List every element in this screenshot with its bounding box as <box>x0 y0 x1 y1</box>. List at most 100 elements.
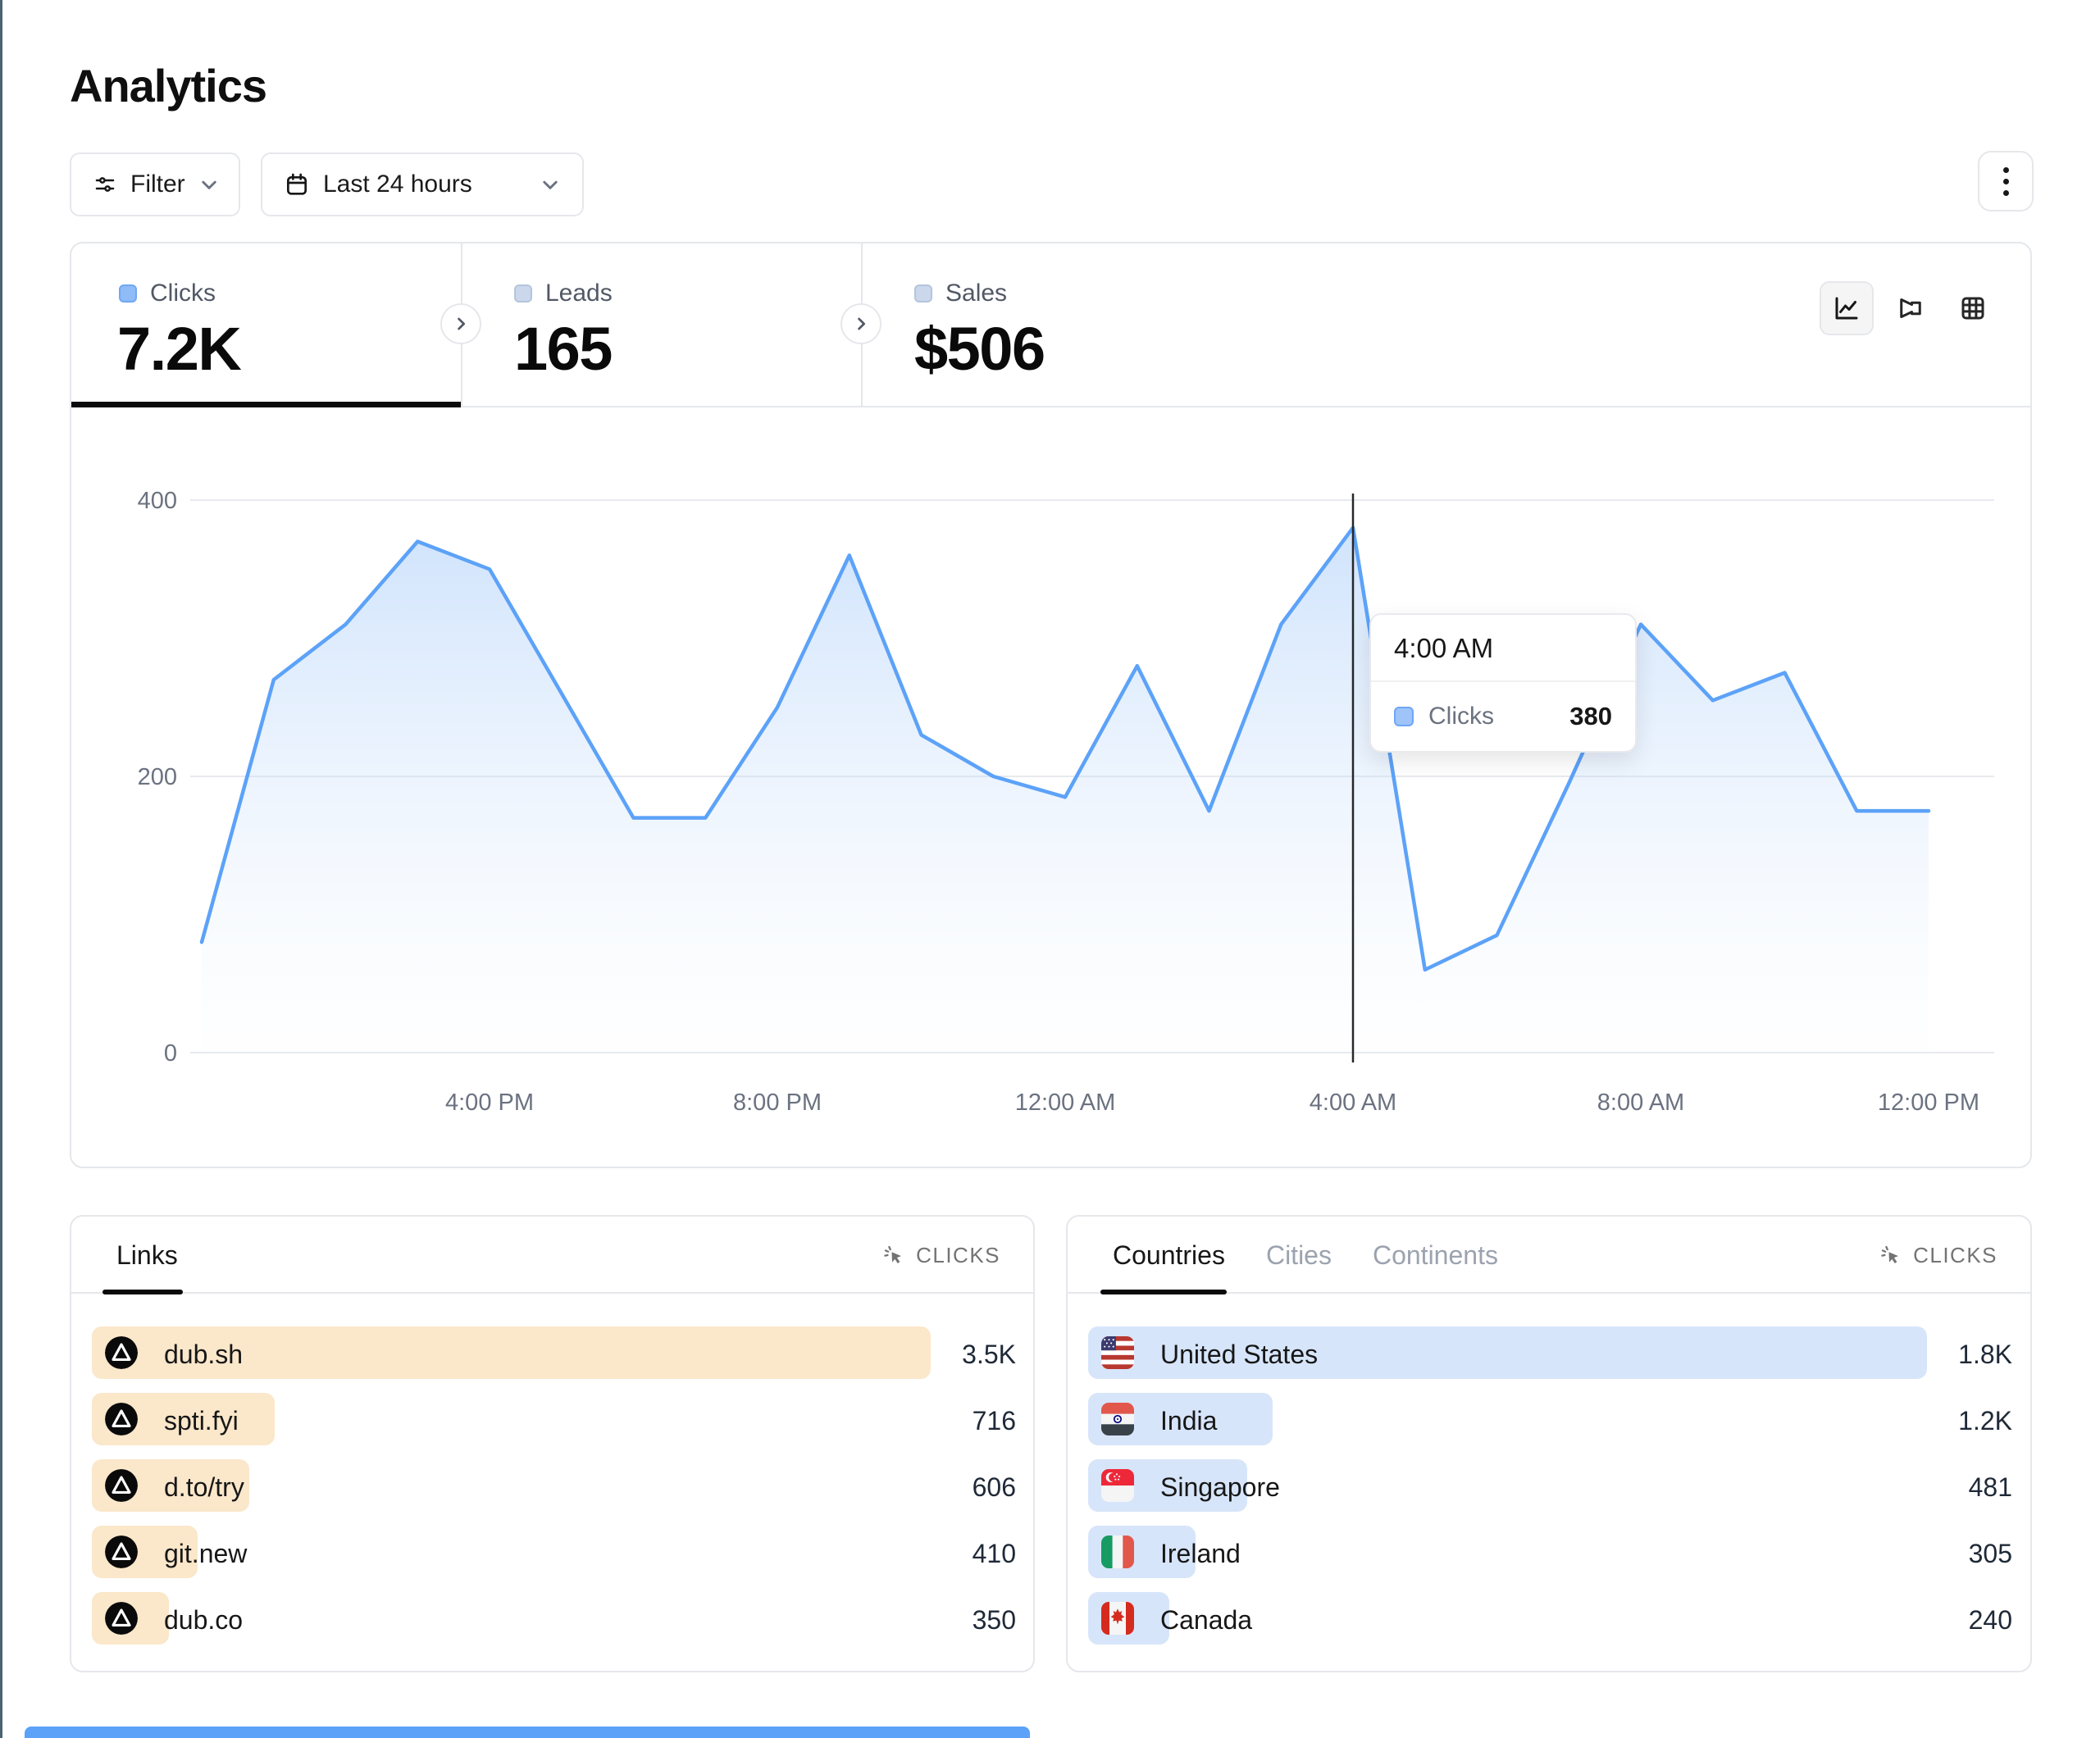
leads-label: Leads <box>545 280 613 307</box>
x-axis-tick-label: 4:00 PM <box>445 1090 534 1116</box>
x-axis-tick-label: 4:00 AM <box>1310 1090 1396 1116</box>
link-label: d.to/try <box>164 1472 244 1502</box>
sales-label: Sales <box>945 280 1008 307</box>
line-chart-icon <box>1835 297 1858 320</box>
link-bar <box>92 1326 931 1379</box>
country-clicks-value: 305 <box>1968 1539 2012 1568</box>
tab-leads[interactable]: Leads 165 <box>462 243 861 406</box>
tooltip-series-swatch <box>1394 707 1414 726</box>
link-favicon-icon <box>105 1403 138 1435</box>
countries-metric-label: CLICKS <box>1913 1242 1998 1267</box>
kebab-dot <box>2002 166 2009 173</box>
countries-sort-by-clicks[interactable]: CLICKS <box>1879 1217 1998 1294</box>
date-range-button[interactable]: Last 24 hours <box>261 152 584 216</box>
funnel-icon <box>1900 298 1921 318</box>
country-flag-icon <box>1101 1403 1134 1435</box>
tab-links[interactable]: Links <box>116 1240 178 1270</box>
link-clicks-value: 606 <box>972 1472 1016 1502</box>
x-axis-tick-label: 8:00 PM <box>733 1090 822 1116</box>
country-row[interactable]: India 1.2K <box>1088 1386 2012 1453</box>
tooltip-time: 4:00 AM <box>1371 615 1635 682</box>
links-panel: Links CLICKS dub.sh 3.5K spti.fyi 716 d.to/t… <box>70 1215 1035 1672</box>
country-bar <box>1088 1326 1927 1379</box>
country-clicks-value: 1.2K <box>1958 1406 2012 1435</box>
stat-next-button[interactable] <box>440 303 481 344</box>
active-tab-underline <box>102 1290 183 1294</box>
tab-cities[interactable]: Cities <box>1265 1240 1332 1270</box>
country-label: India <box>1160 1406 1218 1435</box>
line-chart-view-button[interactable] <box>1820 281 1874 335</box>
link-favicon-icon <box>105 1336 138 1369</box>
y-axis-tick-label: 0 <box>164 1040 177 1067</box>
clicks-legend-swatch <box>119 284 137 303</box>
link-favicon-icon <box>105 1536 138 1568</box>
link-clicks-value: 410 <box>972 1539 1016 1568</box>
chevron-down-icon <box>540 174 561 195</box>
tooltip-series-label: Clicks <box>1428 703 1494 730</box>
country-row[interactable]: Canada 240 <box>1088 1586 2012 1652</box>
tab-countries[interactable]: Countries <box>1113 1240 1225 1270</box>
country-clicks-value: 481 <box>1968 1472 2012 1502</box>
country-clicks-value: 1.8K <box>1958 1340 2012 1369</box>
left-edge-accent <box>0 0 2 1738</box>
y-axis-tick-label: 400 <box>138 488 177 514</box>
stat-next-button[interactable] <box>840 303 881 344</box>
x-axis-tick-label: 8:00 AM <box>1597 1090 1684 1116</box>
date-range-label: Last 24 hours <box>323 171 472 198</box>
links-list: dub.sh 3.5K spti.fyi 716 d.to/try 606 git.new 4… <box>92 1320 1016 1652</box>
countries-list: United States 1.8K India 1.2K Singapore 481 Ir… <box>1088 1320 2012 1652</box>
link-row[interactable]: spti.fyi 716 <box>92 1386 1016 1453</box>
page-title: Analytics <box>70 60 267 111</box>
clicks-area-chart[interactable]: 0 200 400 4:00 PM 8:00 PM 12:00 AM 4:00 AM 8:00… <box>84 461 2019 1117</box>
country-row[interactable]: Singapore 481 <box>1088 1453 2012 1519</box>
filter-icon <box>93 172 117 197</box>
link-clicks-value: 3.5K <box>962 1340 1016 1369</box>
tab-sales[interactable]: Sales $506 <box>863 243 1765 406</box>
link-row[interactable]: dub.co 350 <box>92 1586 1016 1652</box>
chevron-right-icon <box>858 317 866 330</box>
x-axis-tick-label: 12:00 PM <box>1878 1090 1979 1116</box>
country-row[interactable]: Ireland 305 <box>1088 1519 2012 1586</box>
country-label: Ireland <box>1160 1539 1241 1568</box>
filter-button[interactable]: Filter <box>70 152 240 216</box>
link-clicks-value: 350 <box>972 1605 1016 1635</box>
country-label: Canada <box>1160 1605 1253 1635</box>
country-flag-icon <box>1101 1336 1134 1369</box>
link-label: dub.co <box>164 1605 244 1635</box>
active-tab-underline <box>1100 1290 1227 1294</box>
clicks-area-fill <box>202 527 1929 1053</box>
grid-table-icon <box>1961 297 1984 320</box>
sales-value: $506 <box>914 315 1045 383</box>
funnel-view-button[interactable] <box>1884 281 1938 335</box>
link-label: git.new <box>164 1539 248 1568</box>
x-axis-tick-label: 12:00 AM <box>1015 1090 1116 1116</box>
country-label: Singapore <box>1160 1472 1280 1502</box>
filter-button-label: Filter <box>130 171 185 198</box>
stats-header: Clicks 7.2K Leads 165 Sales $506 <box>71 243 2030 407</box>
chevron-down-icon <box>198 174 220 195</box>
country-flag-icon <box>1101 1536 1134 1568</box>
links-sort-by-clicks[interactable]: CLICKS <box>881 1217 1000 1294</box>
link-favicon-icon <box>105 1469 138 1502</box>
clicks-series-line <box>199 525 1931 972</box>
kebab-dot <box>2002 189 2009 196</box>
chart-tooltip: 4:00 AM Clicks 380 <box>1369 613 1637 753</box>
links-panel-header: Links CLICKS <box>71 1217 1033 1294</box>
country-row[interactable]: United States 1.8K <box>1088 1320 2012 1386</box>
clicks-chart-svg: 0 200 400 4:00 PM 8:00 PM 12:00 AM 4:00 AM 8:00… <box>138 488 1994 1116</box>
tab-continents[interactable]: Continents <box>1372 1240 1498 1270</box>
more-options-button[interactable] <box>1978 151 2034 212</box>
countries-panel-header: Countries Cities Continents CLICKS <box>1068 1217 2030 1294</box>
table-view-button[interactable] <box>1946 281 2000 335</box>
leads-legend-swatch <box>514 284 532 303</box>
analytics-card: Clicks 7.2K Leads 165 Sales $506 <box>70 242 2032 1168</box>
cursor-click-icon <box>881 1243 906 1267</box>
link-row[interactable]: dub.sh 3.5K <box>92 1320 1016 1386</box>
y-axis-tick-label: 200 <box>138 764 177 790</box>
calendar-icon <box>284 171 310 198</box>
tab-clicks[interactable]: Clicks 7.2K <box>71 243 461 406</box>
kebab-dot <box>2002 178 2009 184</box>
link-favicon-icon <box>105 1602 138 1635</box>
link-row[interactable]: d.to/try 606 <box>92 1453 1016 1519</box>
link-row[interactable]: git.new 410 <box>92 1519 1016 1586</box>
